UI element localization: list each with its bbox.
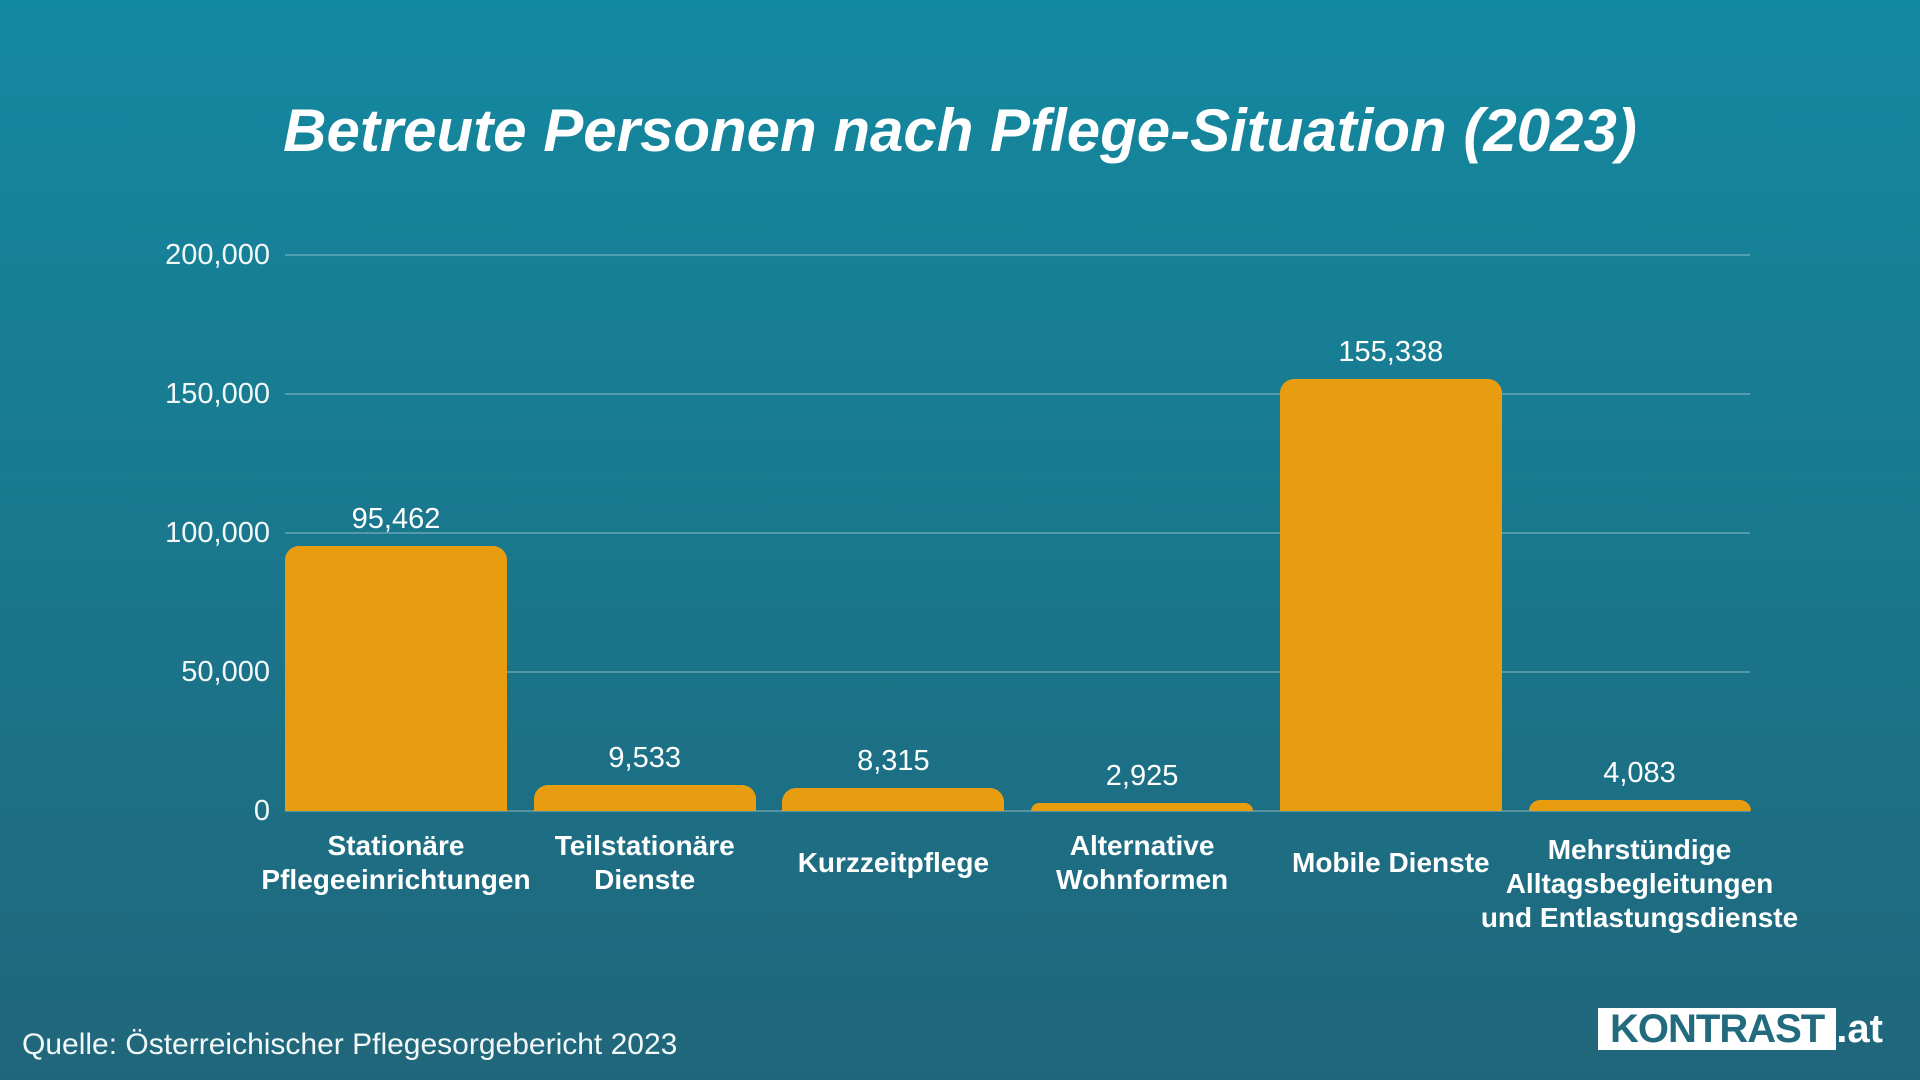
bar-value-label: 155,338 (1338, 336, 1444, 369)
gridline-100,000 (285, 532, 1750, 534)
category-label: Mobile Dienste (1292, 847, 1490, 878)
y-tick-label: 0 (253, 795, 270, 827)
bar-1 (285, 545, 507, 811)
y-tick-label: 50,000 (181, 656, 270, 688)
bar-value-label: 9,533 (608, 741, 681, 774)
bar-2 (533, 784, 756, 811)
logo-suffix-text: .at (1836, 1007, 1883, 1051)
kontrast-logo: KONTRAST .at (1598, 1008, 1883, 1050)
bar-value-label: 95,462 (351, 502, 441, 535)
bar-3 (782, 787, 1005, 811)
bar-value-label: 8,315 (857, 744, 930, 777)
bar-value-label: 4,083 (1603, 756, 1676, 789)
bar-5 (1279, 379, 1502, 811)
bar-6 (1528, 799, 1751, 811)
category-label: Alternative Wohnformen (1056, 830, 1229, 895)
logo-main-text: KONTRAST (1610, 1007, 1825, 1051)
y-tick-label: 200,000 (165, 239, 270, 271)
category-label: Stationäre Pflegeeinrichtungen (261, 830, 531, 895)
source-note: Quelle: Österreichischer Pflegesorgeberi… (22, 1028, 678, 1061)
gridline-200,000 (285, 254, 1750, 256)
category-label: Mehrstündige Alltagsbegleitungen und Entla… (1480, 834, 1799, 933)
plot-area: 95,462 9,533 8,315 2,925 155,338 4,083 (285, 254, 1751, 812)
category-label: Kurzzeitpflege (797, 847, 990, 878)
bar-4 (1031, 802, 1254, 811)
gridline-0 (285, 810, 1750, 812)
gridline-150,000 (285, 393, 1750, 395)
category-label: Teilstationäre Dienste (554, 830, 735, 895)
bar-value-label: 2,925 (1105, 759, 1179, 792)
y-tick-label: 100,000 (165, 517, 270, 549)
gridline-50,000 (285, 671, 1750, 673)
logo-box: KONTRAST (1598, 1007, 1837, 1051)
y-tick-label: 150,000 (165, 378, 270, 410)
chart-title: Betreute Personen nach Pflege-Situation … (283, 97, 1637, 164)
